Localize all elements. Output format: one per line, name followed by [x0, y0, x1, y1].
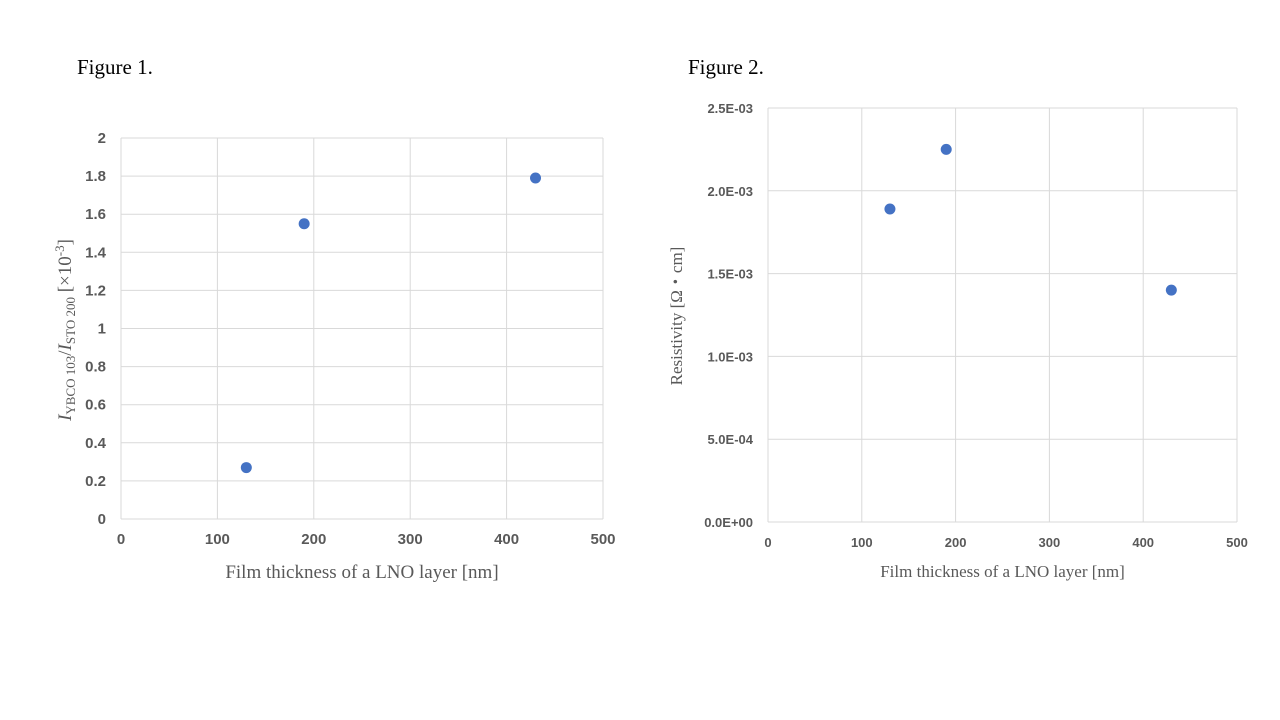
x-tick-label: 100 [851, 535, 873, 550]
x-tick-label: 100 [205, 531, 230, 548]
y-tick-label: 1.2 [85, 282, 106, 299]
y-axis-title-part: YBCO 103 [63, 356, 78, 415]
y-tick-label: 1.5E-03 [707, 267, 753, 282]
figure1-label: Figure 1. [77, 55, 153, 79]
data-point [240, 462, 252, 474]
data-point [298, 218, 310, 230]
y-axis-title-part: I [55, 413, 76, 422]
y-tick-label: 5.0E-04 [707, 432, 753, 447]
x-tick-label: 500 [1226, 535, 1248, 550]
chart-2: 0 100 200 300 400 500 0.0E+00 5.0E-04 1.0E-03 1.5… [667, 101, 1248, 581]
y-tick-label: 2.0E-03 [707, 184, 753, 199]
data-point [530, 172, 542, 184]
y-axis-title-part: ] [55, 239, 76, 245]
x-tick-label: 400 [1132, 535, 1154, 550]
chart-1: 0 100 200 300 400 500 0 0.2 0.4 0.6 0.8 1 1.2 1.4 1.6 1… [52, 130, 616, 583]
x-tick-label: 0 [117, 531, 125, 548]
y-axis-title-part: I [55, 342, 76, 351]
data-point [940, 143, 952, 155]
y-tick-label: 2.5E-03 [707, 101, 753, 116]
x-tick-label: 500 [590, 531, 615, 548]
y-tick-label: 1.6 [85, 206, 106, 223]
y-axis-title-part: STO 200 [63, 297, 78, 344]
y-tick-label: 1.4 [85, 244, 107, 261]
y-tick-label: 1.8 [85, 168, 106, 185]
y-axis-title-part: [×10 [55, 256, 76, 297]
y-axis-title-part: / [55, 350, 76, 356]
x-axis-title: Film thickness of a LNO layer [nm] [225, 562, 498, 583]
y-axis-title: Resistivity [Ω・cm] [667, 247, 686, 386]
data-point [884, 203, 896, 215]
y-axis-title-part: -3 [52, 245, 67, 256]
figure2-label: Figure 2. [688, 55, 764, 79]
y-tick-label: 0.4 [85, 435, 107, 452]
y-tick-label: 0.2 [85, 473, 106, 490]
x-tick-label: 200 [301, 531, 326, 548]
y-tick-label: 1 [98, 321, 106, 338]
x-tick-label: 400 [494, 531, 519, 548]
y-tick-label: 1.0E-03 [707, 349, 753, 364]
y-axis-title: IYBCO 103/ISTO 200 [×10-3] [52, 239, 78, 422]
y-tick-label: 0.8 [85, 359, 106, 376]
y-tick-label: 0.6 [85, 397, 106, 414]
y-tick-label: 2 [98, 130, 106, 147]
x-tick-label: 300 [398, 531, 423, 548]
x-tick-label: 300 [1039, 535, 1061, 550]
data-point [1165, 284, 1177, 296]
x-axis-title: Film thickness of a LNO layer [nm] [880, 562, 1125, 581]
x-tick-label: 0 [764, 535, 771, 550]
x-tick-label: 200 [945, 535, 967, 550]
y-tick-label: 0.0E+00 [704, 515, 753, 530]
y-tick-label: 0 [98, 511, 106, 528]
